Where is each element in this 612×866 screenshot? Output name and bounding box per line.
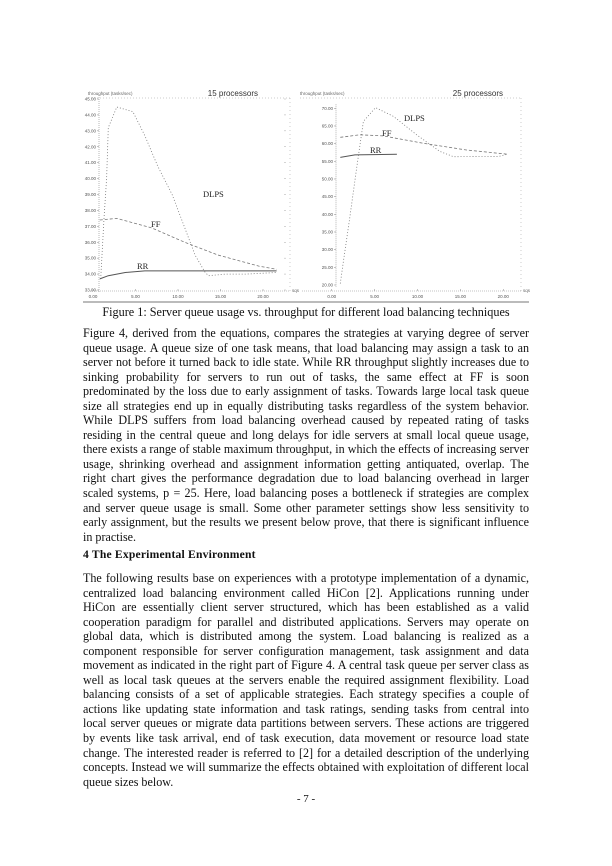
series-line-rr bbox=[340, 153, 397, 158]
y-tick-label: 39.00 bbox=[85, 192, 97, 197]
paragraph: Figure 4, derived from the equations, co… bbox=[83, 326, 529, 544]
series-label-ff: FF bbox=[151, 219, 161, 229]
series-label-dlps: DLPS bbox=[203, 189, 224, 199]
x-tick-label: 5.00 bbox=[131, 294, 140, 299]
y-tick-label: 55.00 bbox=[322, 159, 334, 164]
y-tick-label: 38.00 bbox=[85, 208, 97, 213]
x-tick-label: 10.00 bbox=[172, 294, 184, 299]
y-tick-label: 25.00 bbox=[322, 265, 334, 270]
x-tick-label: 15.00 bbox=[455, 294, 467, 299]
y-tick-label: 70.00 bbox=[322, 106, 334, 111]
section-heading: 4 The Experimental Environment bbox=[83, 548, 256, 561]
series-label-dlps: DLPS bbox=[404, 113, 425, 123]
y-tick-label: 45.00 bbox=[85, 97, 97, 102]
series-line-dlps bbox=[339, 107, 508, 284]
y-tick-label: 20.00 bbox=[322, 283, 334, 288]
y-tick-label: 50.00 bbox=[322, 176, 334, 181]
y-axis-label: throughput (tasks/sec) bbox=[300, 91, 345, 96]
paragraph: The following results base on experience… bbox=[83, 571, 529, 789]
y-tick-label: 35.00 bbox=[322, 229, 334, 234]
series-line-ff bbox=[99, 217, 277, 270]
y-tick-label: 60.00 bbox=[322, 141, 334, 146]
series-label-rr: RR bbox=[137, 261, 149, 271]
y-tick-label: 30.00 bbox=[322, 247, 334, 252]
x-tick-label: 5.00 bbox=[370, 294, 379, 299]
series-line-dlps bbox=[100, 106, 277, 279]
series-label-rr: RR bbox=[370, 145, 382, 155]
figure-charts: 15 processors throughput (tasks/sec) sqs 45… bbox=[83, 89, 531, 303]
y-tick-label: 65.00 bbox=[322, 123, 334, 128]
x-axis-label: sqs bbox=[292, 288, 300, 293]
figure-caption: Figure 1: Server queue usage vs. through… bbox=[102, 305, 510, 319]
y-tick-label: 35.00 bbox=[85, 256, 97, 261]
series-line-rr bbox=[99, 270, 277, 280]
y-axis-label: throughput (tasks/sec) bbox=[88, 91, 133, 96]
y-tick-label: 40.00 bbox=[85, 176, 97, 181]
y-tick-label: 43.00 bbox=[85, 128, 97, 133]
y-tick-label: 40.00 bbox=[322, 212, 334, 217]
chart-title: 25 processors bbox=[453, 89, 503, 98]
y-tick-label: 34.00 bbox=[85, 272, 97, 277]
x-tick-label: 20.00 bbox=[257, 294, 269, 299]
y-tick-label: 37.00 bbox=[85, 224, 97, 229]
x-tick-label: 15.00 bbox=[215, 294, 227, 299]
series-line-ff bbox=[340, 134, 508, 155]
y-tick-label: 36.00 bbox=[85, 240, 97, 245]
y-tick-label: 45.00 bbox=[322, 194, 334, 199]
x-tick-label: 10.00 bbox=[412, 294, 424, 299]
x-axis-label: sqs bbox=[523, 288, 531, 293]
page-number: - 7 - bbox=[296, 793, 316, 805]
x-tick-label: 0.00 bbox=[327, 294, 336, 299]
y-tick-label: 33.00 bbox=[85, 288, 97, 293]
chart-title: 15 processors bbox=[208, 89, 258, 98]
y-tick-label: 41.00 bbox=[85, 160, 97, 165]
y-tick-label: 44.00 bbox=[85, 112, 97, 117]
y-tick-label: 42.00 bbox=[85, 144, 97, 149]
x-tick-label: 20.00 bbox=[498, 294, 510, 299]
series-label-ff: FF bbox=[382, 128, 392, 138]
x-tick-label: 0.00 bbox=[89, 294, 98, 299]
